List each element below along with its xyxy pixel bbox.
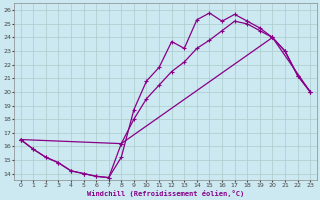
X-axis label: Windchill (Refroidissement éolien,°C): Windchill (Refroidissement éolien,°C) [87, 190, 244, 197]
